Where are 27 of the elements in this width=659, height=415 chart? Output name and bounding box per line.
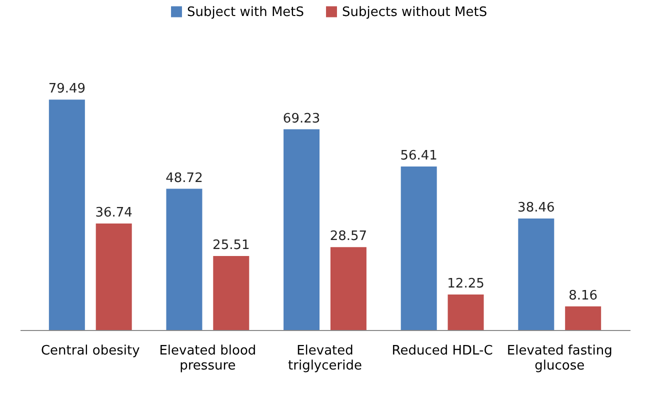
bar [96,223,132,330]
x-tick-label: Elevated fasting glucose [506,344,612,374]
data-label: 38.46 [518,200,555,216]
bar [166,188,202,330]
x-tick-label: Reduced HDL-C [392,344,493,358]
data-label: 28.57 [330,229,368,244]
data-label: 25.51 [212,238,250,254]
bar [400,166,437,330]
data-label: 48.72 [166,170,203,186]
bar [565,306,602,330]
bar [48,100,85,330]
bar [213,256,250,330]
legend-label: Subject with MetS [187,4,304,20]
data-label: 36.74 [95,205,132,220]
data-label: 56.41 [400,148,438,164]
legend-label: Subjects without MetS [342,4,488,20]
x-tick-label: Elevated triglyceride [288,344,362,374]
data-label: 69.23 [282,111,320,126]
x-tick-label: Central obesity [40,344,140,358]
bar [284,129,320,330]
data-label: 8.16 [568,288,598,304]
data-label: 79.49 [48,82,86,97]
data-label: 12.25 [447,276,484,292]
bar [518,218,554,330]
bar [448,294,484,330]
bar [330,247,366,330]
x-tick-label: Elevated blood pressure [159,344,256,374]
